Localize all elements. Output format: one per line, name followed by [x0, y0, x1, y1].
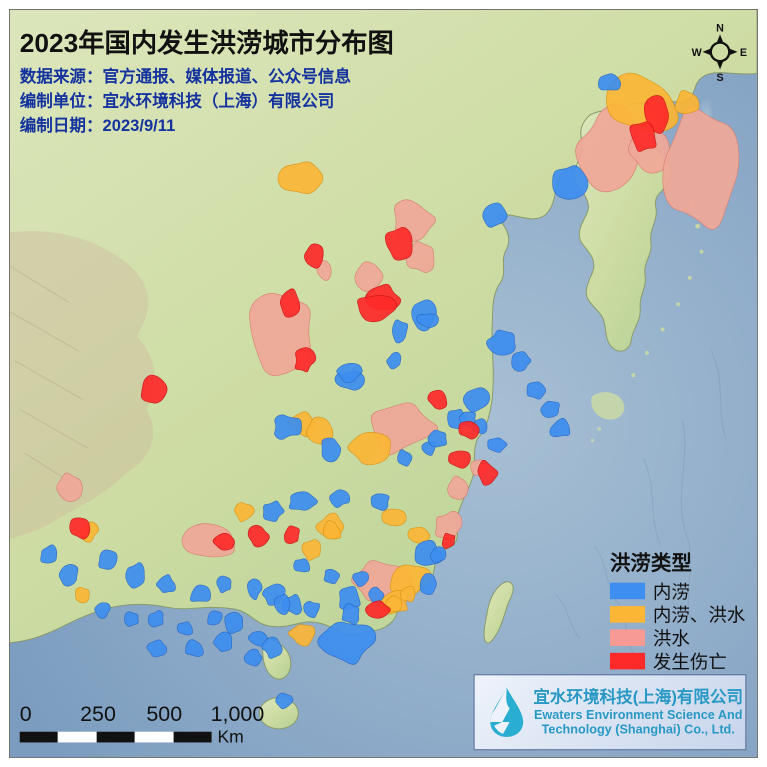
- svg-text:S: S: [716, 72, 723, 84]
- svg-text:E: E: [740, 47, 747, 59]
- svg-text:N: N: [716, 22, 724, 34]
- svg-text:W: W: [692, 47, 703, 59]
